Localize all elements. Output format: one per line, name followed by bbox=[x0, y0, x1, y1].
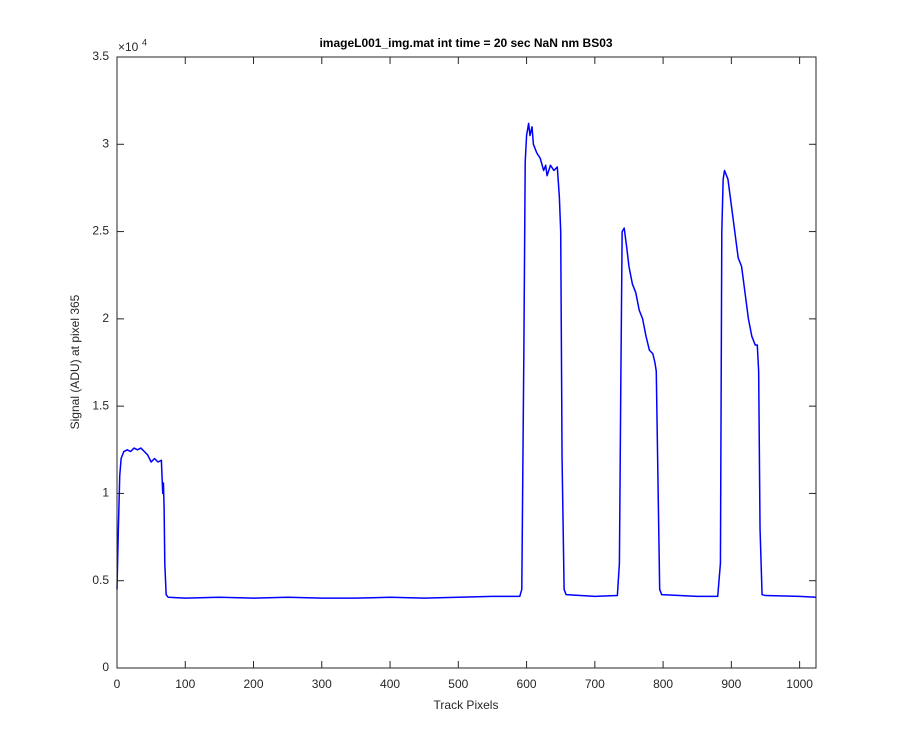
y-tick-label: 0.5 bbox=[92, 573, 109, 587]
x-tick-label: 200 bbox=[244, 677, 264, 691]
y-tick-label: 1.5 bbox=[92, 398, 109, 412]
x-tick-label: 300 bbox=[312, 677, 332, 691]
x-tick-label: 900 bbox=[721, 677, 741, 691]
x-tick-label: 100 bbox=[175, 677, 195, 691]
y-scale-exponent: 4 bbox=[142, 37, 147, 47]
x-axis-label: Track Pixels bbox=[434, 698, 499, 712]
x-tick-label: 800 bbox=[653, 677, 673, 691]
plot-area bbox=[117, 57, 816, 668]
y-tick-label: 1 bbox=[102, 486, 109, 500]
chart-title: imageL001_img.mat int time = 20 sec NaN … bbox=[319, 36, 612, 50]
y-tick-label: 2 bbox=[102, 311, 109, 325]
y-tick-label: 3.5 bbox=[92, 49, 109, 63]
x-tick-label: 1000 bbox=[786, 677, 813, 691]
axes-box bbox=[116, 56, 817, 669]
data-line bbox=[116, 122, 817, 599]
y-scale-base: ×10 bbox=[118, 40, 139, 54]
x-tick-label: 600 bbox=[517, 677, 537, 691]
x-tick-label: 500 bbox=[448, 677, 468, 691]
y-tick-label: 2.5 bbox=[92, 224, 109, 238]
x-tick-label: 700 bbox=[585, 677, 605, 691]
x-tick-label: 0 bbox=[114, 677, 121, 691]
y-tick-label: 3 bbox=[102, 136, 109, 150]
x-tick-label: 400 bbox=[380, 677, 400, 691]
y-axis-label: Signal (ADU) at pixel 365 bbox=[68, 294, 82, 429]
y-tick-label: 0 bbox=[102, 660, 109, 674]
